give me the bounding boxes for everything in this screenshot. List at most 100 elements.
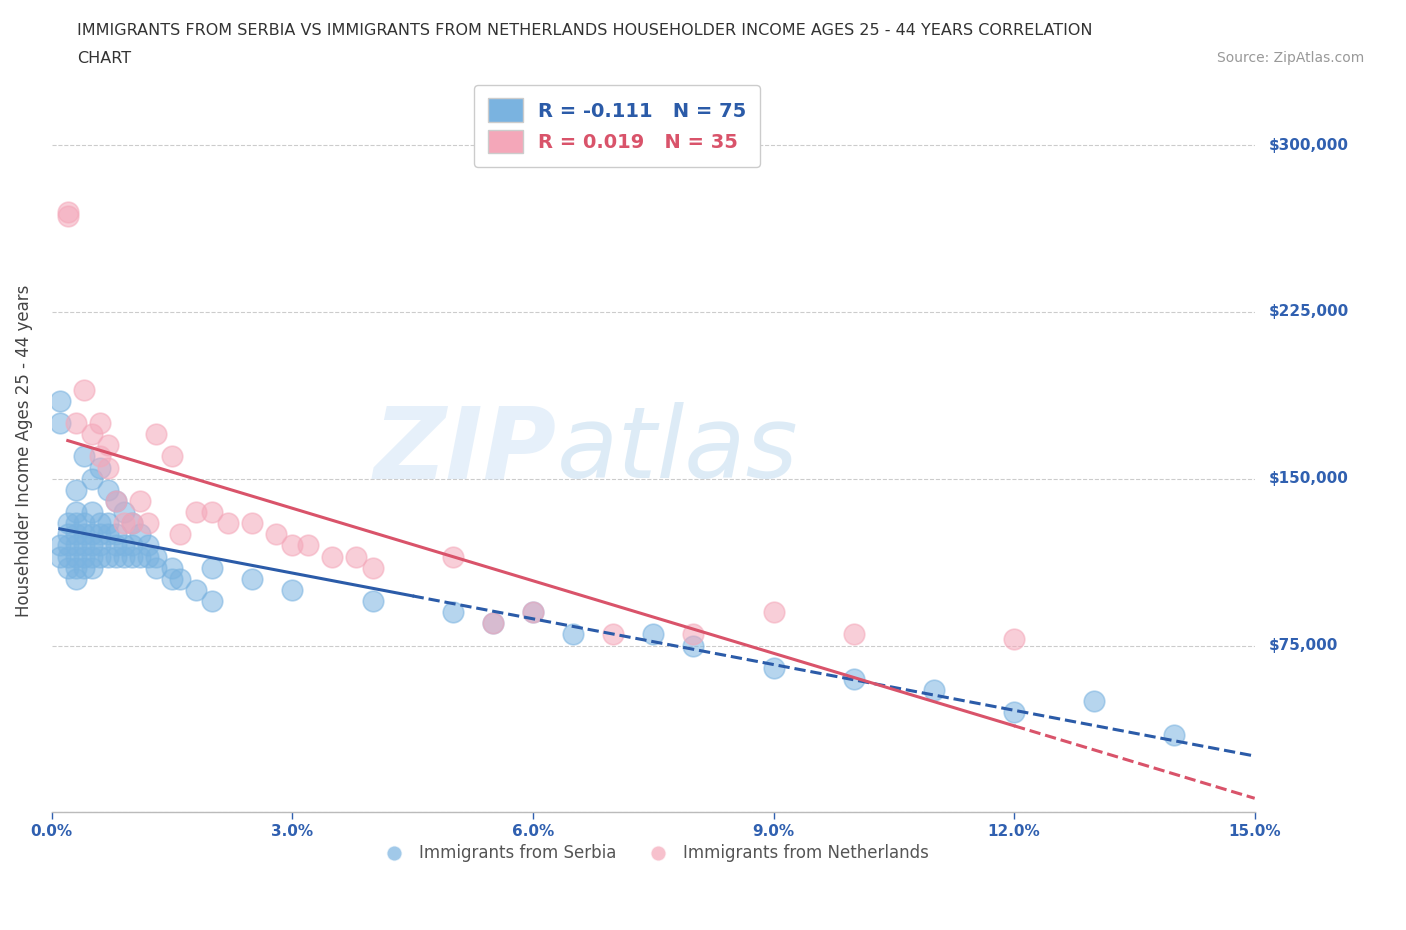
Point <box>80 560 103 575</box>
Point <box>97 527 120 542</box>
Text: $300,000: $300,000 <box>1268 138 1348 153</box>
Point <box>522 604 544 619</box>
Point <box>97 460 120 475</box>
Point <box>104 549 127 564</box>
Point <box>80 472 103 486</box>
Point <box>682 638 704 653</box>
Point <box>56 205 79 219</box>
Point <box>56 527 79 542</box>
Point <box>842 671 865 686</box>
Point <box>65 527 87 542</box>
Text: $225,000: $225,000 <box>1268 304 1348 319</box>
Point <box>160 571 183 586</box>
Point <box>145 560 167 575</box>
Point <box>49 416 72 431</box>
Point <box>89 527 111 542</box>
Point <box>73 549 96 564</box>
Point <box>65 538 87 552</box>
Point <box>65 571 87 586</box>
Point <box>482 616 505 631</box>
Point <box>104 494 127 509</box>
Point <box>1002 631 1025 646</box>
Text: atlas: atlas <box>557 403 799 499</box>
Point <box>361 560 384 575</box>
Point <box>73 449 96 464</box>
Point <box>762 660 785 675</box>
Point <box>65 416 87 431</box>
Point <box>49 538 72 552</box>
Point <box>112 549 135 564</box>
Point <box>56 538 79 552</box>
Point <box>73 527 96 542</box>
Point <box>160 449 183 464</box>
Point <box>80 505 103 520</box>
Point <box>73 516 96 531</box>
Point <box>97 516 120 531</box>
Point <box>97 438 120 453</box>
Point <box>56 549 79 564</box>
Point <box>49 393 72 408</box>
Point <box>80 527 103 542</box>
Point <box>682 627 704 642</box>
Text: ZIP: ZIP <box>374 403 557 499</box>
Point <box>121 516 143 531</box>
Point <box>1163 727 1185 742</box>
Point <box>522 604 544 619</box>
Point <box>136 538 159 552</box>
Point <box>1002 705 1025 720</box>
Point <box>73 560 96 575</box>
Point <box>65 483 87 498</box>
Point <box>97 483 120 498</box>
Point <box>184 582 207 597</box>
Point <box>97 549 120 564</box>
Point <box>129 527 152 542</box>
Point <box>56 560 79 575</box>
Point <box>56 516 79 531</box>
Point <box>112 516 135 531</box>
Point <box>169 571 191 586</box>
Point <box>922 683 945 698</box>
Point <box>842 627 865 642</box>
Text: CHART: CHART <box>77 51 131 66</box>
Point <box>129 549 152 564</box>
Point <box>281 582 304 597</box>
Point <box>65 549 87 564</box>
Point <box>1083 694 1105 709</box>
Point <box>281 538 304 552</box>
Point <box>89 516 111 531</box>
Point <box>441 549 464 564</box>
Point <box>145 549 167 564</box>
Text: $150,000: $150,000 <box>1268 472 1348 486</box>
Point <box>145 427 167 442</box>
Point <box>80 427 103 442</box>
Text: $75,000: $75,000 <box>1268 638 1339 653</box>
Point <box>266 527 288 542</box>
Point <box>169 527 191 542</box>
Point <box>104 538 127 552</box>
Point <box>89 538 111 552</box>
Point <box>104 527 127 542</box>
Point <box>602 627 624 642</box>
Point <box>121 538 143 552</box>
Text: Source: ZipAtlas.com: Source: ZipAtlas.com <box>1216 51 1364 65</box>
Point <box>49 549 72 564</box>
Point <box>65 516 87 531</box>
Point <box>89 416 111 431</box>
Point <box>361 593 384 608</box>
Point <box>112 538 135 552</box>
Point <box>121 549 143 564</box>
Point <box>112 505 135 520</box>
Point <box>129 494 152 509</box>
Text: IMMIGRANTS FROM SERBIA VS IMMIGRANTS FROM NETHERLANDS HOUSEHOLDER INCOME AGES 25: IMMIGRANTS FROM SERBIA VS IMMIGRANTS FRO… <box>77 23 1092 38</box>
Point <box>121 516 143 531</box>
Legend: Immigrants from Serbia, Immigrants from Netherlands: Immigrants from Serbia, Immigrants from … <box>371 838 935 870</box>
Point <box>297 538 319 552</box>
Point <box>201 560 224 575</box>
Point <box>201 505 224 520</box>
Point <box>136 516 159 531</box>
Point <box>104 494 127 509</box>
Y-axis label: Householder Income Ages 25 - 44 years: Householder Income Ages 25 - 44 years <box>15 285 32 618</box>
Point <box>321 549 343 564</box>
Point <box>643 627 665 642</box>
Point <box>89 449 111 464</box>
